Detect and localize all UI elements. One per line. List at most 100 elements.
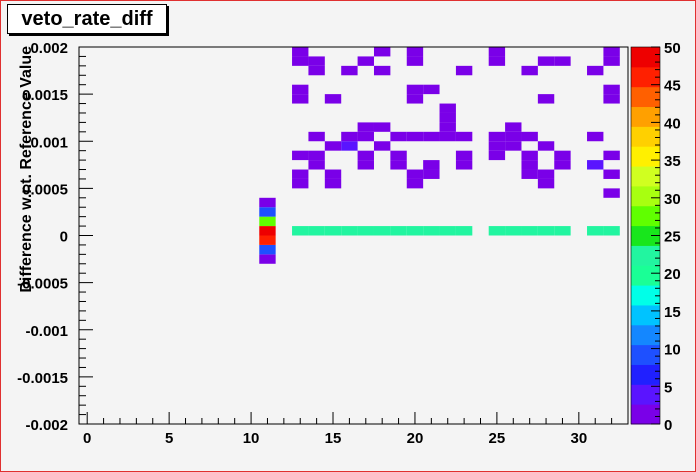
- heatmap-cell: [357, 131, 374, 142]
- heatmap-cell: [341, 65, 358, 76]
- heatmap-cell: [259, 226, 276, 236]
- heatmap-cell: [390, 226, 407, 236]
- heatmap-cell: [308, 226, 325, 236]
- heatmap-cell: [292, 226, 309, 236]
- heatmap-cell: [488, 150, 506, 161]
- heatmap-cell: [406, 94, 424, 104]
- y-tick-label: 0: [60, 229, 68, 246]
- heatmap-cell: [357, 160, 374, 170]
- heatmap-cell: [259, 216, 276, 227]
- heatmap-cell: [554, 160, 571, 170]
- y-axis-label: Difference w.r.t. Reference Value: [18, 46, 35, 293]
- heatmap-cell: [455, 150, 473, 161]
- palette-swatch: [631, 225, 660, 246]
- y-tick-label: 0.002: [30, 40, 68, 57]
- heatmap-cell: [373, 226, 391, 236]
- heatmap-cell: [357, 56, 374, 66]
- heatmap-cell: [259, 207, 276, 217]
- heatmap-cell: [423, 226, 440, 236]
- heatmap-cell: [406, 226, 424, 236]
- heatmap-cell: [537, 226, 555, 236]
- heatmap-cell: [603, 94, 620, 104]
- heatmap-cell: [308, 65, 325, 76]
- heatmap-cell: [521, 150, 538, 161]
- x-tick-label: 5: [165, 430, 173, 447]
- palette-swatch: [631, 47, 660, 68]
- heatmap-cell: [505, 122, 522, 132]
- heatmap-cell: [308, 150, 325, 161]
- palette-swatch: [631, 166, 660, 187]
- heatmap-cell: [455, 160, 473, 170]
- y-tick-label: -0.0005: [17, 276, 68, 293]
- heatmap-cell: [537, 169, 555, 179]
- heatmap-cell: [554, 226, 571, 236]
- heatmap-cell: [587, 226, 604, 236]
- heatmap-cell: [406, 178, 424, 189]
- heatmap-cell: [439, 131, 456, 142]
- palette-tick-label: 5: [664, 379, 672, 396]
- heatmap-cell: [406, 47, 424, 57]
- x-tick-label: 30: [570, 430, 587, 447]
- heatmap-cell: [341, 141, 358, 151]
- heatmap-cell: [324, 169, 342, 179]
- heatmap-cell: [292, 56, 309, 66]
- heatmap-cell: [406, 56, 424, 66]
- heatmap-cell: [439, 122, 456, 132]
- x-tick-label: 10: [243, 430, 260, 447]
- heatmap-cell: [292, 47, 309, 57]
- palette-swatch: [631, 324, 660, 346]
- palette-tick-label: 50: [664, 40, 681, 57]
- palette-swatch: [631, 66, 660, 88]
- heatmap-cell: [324, 94, 342, 104]
- heatmap-cell: [554, 56, 571, 66]
- heatmap-cell: [406, 169, 424, 179]
- heatmap-cell: [587, 160, 604, 170]
- heatmap-cell: [537, 141, 555, 151]
- heatmap-cell: [341, 226, 358, 236]
- palette-tick-label: 45: [664, 78, 681, 95]
- y-tick-label: -0.002: [25, 417, 68, 434]
- heatmap-cell: [259, 197, 276, 208]
- palette-tick-label: 25: [664, 229, 681, 246]
- heatmap-cell: [488, 47, 506, 57]
- palette-tick-label: 30: [664, 191, 681, 208]
- y-tick-label: 0.001: [30, 134, 68, 151]
- heatmap-cell: [439, 226, 456, 236]
- palette-swatch: [631, 86, 660, 108]
- palette-tick-label: 10: [664, 342, 681, 359]
- heatmap-cell: [488, 226, 506, 236]
- palette-swatch: [631, 404, 660, 425]
- heatmap-cell: [603, 188, 620, 198]
- heatmap-cell: [521, 65, 538, 76]
- heatmap-cell: [308, 160, 325, 170]
- heatmap-cell: [488, 56, 506, 66]
- palette-swatch: [631, 285, 660, 306]
- heatmap-cell: [554, 150, 571, 161]
- heatmap-cell: [292, 94, 309, 104]
- palette-tick-label: 15: [664, 304, 681, 321]
- y-tick-label: -0.0015: [17, 370, 68, 387]
- heatmap-cell: [259, 235, 276, 245]
- y-axis: -0.002 -0.0015 -0.001 -0.0005 0 0.0005 0.001 0.…: [17, 40, 93, 434]
- x-tick-label: 25: [489, 430, 506, 447]
- heatmap-cell: [603, 150, 620, 161]
- color-palette: 0 5 10 15 20 25 30 35 40 45 50: [630, 40, 681, 434]
- x-tick-label: 15: [325, 430, 342, 447]
- y-tick-label: 0.0015: [22, 87, 68, 104]
- heatmap-cells: [79, 47, 628, 424]
- heatmap-cell: [537, 178, 555, 189]
- heatmap-cell: [357, 150, 374, 161]
- heatmap-cell: [406, 84, 424, 95]
- palette-swatch: [631, 126, 660, 147]
- heatmap-cell: [373, 65, 391, 76]
- heatmap-cell: [259, 254, 276, 264]
- heatmap-cell: [324, 141, 342, 151]
- heatmap-cell: [537, 56, 555, 66]
- palette-swatch: [631, 304, 660, 326]
- palette-swatch: [631, 265, 660, 286]
- palette-swatch: [631, 344, 660, 365]
- heatmap-cell: [423, 131, 440, 142]
- heatmap-cell: [292, 169, 309, 179]
- palette-swatch: [631, 245, 660, 266]
- heatmap-cell: [292, 150, 309, 161]
